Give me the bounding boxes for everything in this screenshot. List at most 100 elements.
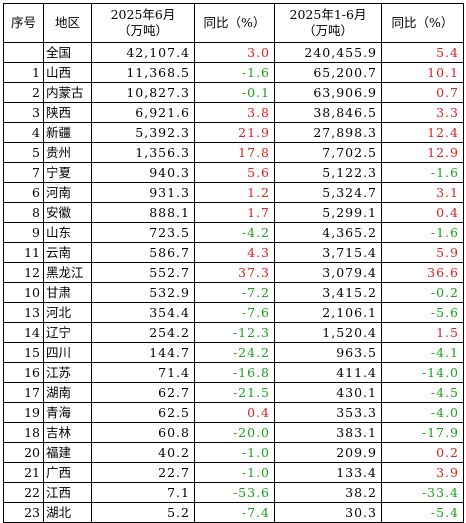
row-june-output: 62.7 [91,382,195,403]
row-june-output: 11,368.5 [91,62,195,83]
row-june-yoy: 4.3 [194,242,275,263]
row-ytd-yoy: 0.7 [381,82,464,103]
row-ytd-output: 3,415.2 [274,282,382,303]
row-index: 2 [3,82,44,103]
table-row: 20 福建 40.2 -1.0 209.9 0.2 [3,442,464,463]
row-ytd-yoy: 0.4 [381,202,464,223]
table-row: 23 湖北 5.2 -7.4 30.3 -5.4 [3,502,464,523]
row-index: 9 [3,222,44,243]
row-ytd-output: 38,846.5 [274,102,382,123]
row-region: 河南 [43,182,92,203]
header-ytd-yoy: 同比（%） [381,3,464,43]
header-index: 序号 [3,3,44,43]
table-row: 8 安徽 888.1 1.7 5,299.1 0.4 [3,202,464,223]
coal-output-table-container: 序号 地区 2025年6月 （万吨） 同比（%） 2025年1-6月 （万吨） … [3,3,464,523]
row-june-yoy: -4.2 [194,222,275,243]
row-june-yoy: -1.0 [194,462,275,483]
row-june-yoy: -7.2 [194,282,275,303]
row-june-output: 354.4 [91,302,195,323]
row-index: 11 [3,242,44,263]
row-ytd-yoy: -33.4 [381,482,464,503]
row-june-output: 144.7 [91,342,195,363]
row-index: 18 [3,422,44,443]
row-index: 15 [3,342,44,363]
row-region: 黑龙江 [43,262,92,283]
row-ytd-output: 2,106.1 [274,302,382,323]
row-region: 福建 [43,442,92,463]
header-ytd-line2: （万吨） [302,23,353,38]
table-row: 18 吉林 60.8 -20.0 383.1 -17.9 [3,422,464,443]
row-june-yoy: 0.4 [194,402,275,423]
table-row: 9 山东 723.5 -4.2 4,365.2 -1.6 [3,222,464,243]
row-ytd-output: 63,906.9 [274,82,382,103]
row-ytd-output: 3,715.4 [274,242,382,263]
table-row: 12 黑龙江 552.7 37.3 3,079.4 36.6 [3,262,464,283]
row-ytd-yoy: -4.0 [381,402,464,423]
row-ytd-output: 30.3 [274,502,382,523]
row-june-yoy: -21.5 [194,382,275,403]
table-row: 13 河北 354.4 -7.6 2,106.1 -5.6 [3,302,464,323]
row-june-yoy: 21.9 [194,122,275,143]
row-ytd-output: 411.4 [274,362,382,383]
row-june-output: 552.7 [91,262,195,283]
row-index: 4 [3,122,44,143]
row-region: 辽宁 [43,322,92,343]
row-june-yoy: -24.2 [194,342,275,363]
row-ytd-output: 38.2 [274,482,382,503]
header-june-output: 2025年6月 （万吨） [91,3,195,43]
row-index: 10 [3,282,44,303]
row-index: 20 [3,442,44,463]
row-june-yoy: 37.3 [194,262,275,283]
table-row: 22 江西 7.1 -53.6 38.2 -33.4 [3,482,464,503]
row-ytd-output: 383.1 [274,422,382,443]
row-june-yoy: -1.6 [194,62,275,83]
table-row: 10 甘肃 532.9 -7.2 3,415.2 -0.2 [3,282,464,303]
table-row: 5 贵州 1,356.3 17.8 7,702.5 12.9 [3,142,464,163]
row-june-output: 42,107.4 [91,42,195,63]
row-june-yoy: -7.6 [194,302,275,323]
row-ytd-yoy: 12.9 [381,142,464,163]
row-index: 14 [3,322,44,343]
row-ytd-output: 27,898.3 [274,122,382,143]
row-june-output: 532.9 [91,282,195,303]
row-june-output: 254.2 [91,322,195,343]
row-ytd-yoy: -1.6 [381,222,464,243]
row-ytd-output: 7,702.5 [274,142,382,163]
row-region: 内蒙古 [43,82,92,103]
row-ytd-yoy: -5.6 [381,302,464,323]
row-index: 3 [3,102,44,123]
row-index: 7 [3,162,44,183]
row-region: 江苏 [43,362,92,383]
row-region: 山东 [43,222,92,243]
table-row: 4 新疆 5,392.3 21.9 27,898.3 12.4 [3,122,464,143]
row-ytd-output: 5,122.3 [274,162,382,183]
table-row: 3 陕西 6,921.6 3.8 38,846.5 3.3 [3,102,464,123]
row-june-output: 1,356.3 [91,142,195,163]
row-ytd-yoy: 1.5 [381,322,464,343]
row-index: 19 [3,402,44,423]
row-region: 山西 [43,62,92,83]
row-june-yoy: -20.0 [194,422,275,443]
header-june-yoy: 同比（%） [194,3,275,43]
header-row: 序号 地区 2025年6月 （万吨） 同比（%） 2025年1-6月 （万吨） … [3,3,464,43]
row-region: 全国 [43,42,92,63]
row-ytd-output: 65,200.7 [274,62,382,83]
row-region: 广西 [43,462,92,483]
table-row: 6 河南 931.3 1.2 5,324.7 3.1 [3,182,464,203]
row-ytd-output: 133.4 [274,462,382,483]
header-june-line2: （万吨） [117,23,168,38]
row-june-output: 40.2 [91,442,195,463]
row-index: 22 [3,482,44,503]
row-ytd-yoy: -5.4 [381,502,464,523]
row-index: 1 [3,62,44,83]
coal-output-table: 序号 地区 2025年6月 （万吨） 同比（%） 2025年1-6月 （万吨） … [3,3,464,523]
table-body: 全国 42,107.4 3.0 240,455.9 5.4 1 山西 11,368.5 -1.6… [3,42,464,523]
table-row: 1 山西 11,368.5 -1.6 65,200.7 10.1 [3,62,464,83]
row-june-output: 6,921.6 [91,102,195,123]
row-ytd-output: 240,455.9 [274,42,382,63]
row-region: 云南 [43,242,92,263]
row-june-output: 60.8 [91,422,195,443]
table-row: 16 江苏 71.4 -16.8 411.4 -14.0 [3,362,464,383]
row-june-output: 5,392.3 [91,122,195,143]
row-june-yoy: -16.8 [194,362,275,383]
